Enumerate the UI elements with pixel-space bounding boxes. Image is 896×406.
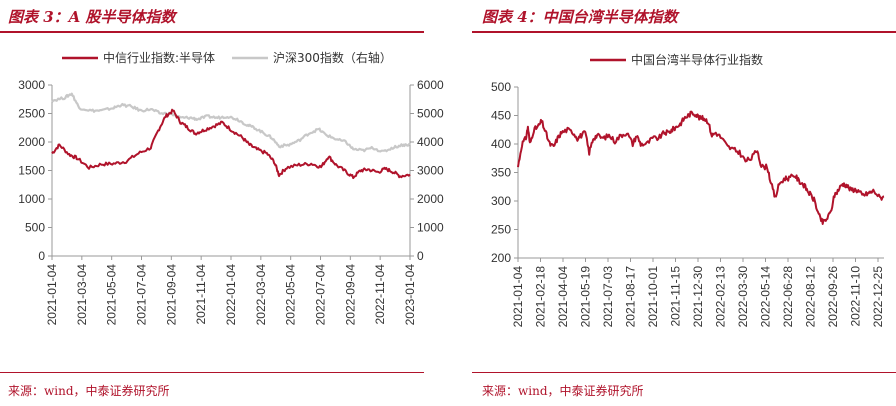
- left-chart-title: 图表 3：A 股半导体指数: [8, 8, 176, 26]
- left-chart-x-tick-label: 2021-05-04: [105, 264, 119, 326]
- right-chart-x-tick-label: 2022-05-14: [759, 266, 773, 328]
- right-chart-x-tick-label: 2021-12-30: [691, 266, 705, 328]
- left-chart-y2-tick-label: 3000: [417, 164, 444, 178]
- left-chart-y-tick-label: 1500: [18, 164, 45, 178]
- left-chart-y-tick-label: 0: [38, 249, 45, 263]
- left-chart-y-tick-label: 3000: [18, 78, 45, 92]
- right-chart-y-tick-label: 300: [491, 194, 511, 208]
- right-chart-x-tick-label: 2022-08-12: [804, 266, 818, 328]
- left-chart-x-tick-label: 2021-09-04: [164, 264, 178, 326]
- right-chart-x-tick-label: 2021-05-19: [579, 266, 593, 328]
- right-chart-y-tick-label: 400: [491, 137, 511, 151]
- left-legend-label-semiconductor: 中信行业指数:半导体: [103, 50, 215, 65]
- right-chart-x-tick-label: 2022-12-25: [871, 266, 885, 328]
- right-chart-y-tick-label: 500: [491, 80, 511, 94]
- left-chart-y2-tick-label: 1000: [417, 221, 444, 235]
- right-chart-title: 图表 4：中国台湾半导体指数: [482, 8, 678, 26]
- right-chart-x-tick-label: 2021-02-18: [534, 266, 548, 328]
- left-chart-x-tick-label: 2021-11-04: [194, 264, 208, 325]
- left-chart-x-tick-label: 2022-11-04: [373, 264, 387, 325]
- left-chart-x-tick-label: 2022-01-04: [224, 264, 238, 326]
- right-series-taiwan-semiconductor-line: [517, 110, 885, 225]
- left-chart-y2-tick-label: 4000: [417, 135, 444, 149]
- left-chart-y2-tick-label: 5000: [417, 107, 444, 121]
- right-title-rule: [472, 31, 896, 33]
- right-chart-y-tick-label: 200: [491, 251, 511, 265]
- right-legend-label: 中国台湾半导体行业指数: [631, 52, 763, 67]
- left-chart-y2-tick-label: 6000: [417, 78, 444, 92]
- left-chart-x-tick-label: 2021-03-04: [75, 264, 89, 326]
- right-source: 来源：wind，中泰证券研究所: [482, 384, 644, 398]
- left-chart-y-tick-label: 2500: [18, 107, 45, 121]
- left-chart-y-tick-label: 2000: [18, 135, 45, 149]
- right-chart-x-tick-label: 2021-11-15: [669, 266, 683, 327]
- right-chart-x-tick-label: 2021-07-03: [601, 266, 615, 328]
- left-series-semiconductor-line: [51, 108, 411, 180]
- left-chart-y-tick-label: 1000: [18, 192, 45, 206]
- left-chart-x-tick-label: 2022-03-04: [254, 264, 268, 326]
- left-chart-x-tick-label: 2023-01-04: [403, 264, 417, 326]
- right-chart-x-tick-label: 2022-03-30: [736, 266, 750, 328]
- left-chart-x-tick-label: 2021-07-04: [135, 264, 149, 326]
- left-title-rule: [0, 31, 424, 33]
- right-chart-y-tick-label: 350: [491, 166, 511, 180]
- left-chart-y2-tick-label: 2000: [417, 192, 444, 206]
- left-chart-y-tick-label: 500: [25, 221, 45, 235]
- right-chart-x-tick-label: 2022-06-28: [781, 266, 795, 328]
- left-chart-y2-tick-label: 0: [417, 249, 424, 263]
- left-series-hs300-line: [51, 92, 411, 153]
- left-source: 来源：wind，中泰证券研究所: [8, 384, 170, 398]
- left-chart-x-tick-label: 2022-07-04: [314, 264, 328, 326]
- right-chart-y-tick-label: 250: [491, 223, 511, 237]
- right-chart-x-tick-label: 2021-01-04: [511, 266, 525, 328]
- left-bottom-rule: [0, 372, 424, 373]
- right-chart-x-tick-label: 2022-09-26: [826, 266, 840, 328]
- left-chart-x-tick-label: 2021-01-04: [45, 264, 59, 326]
- right-chart-x-tick-label: 2021-08-17: [624, 266, 638, 328]
- right-chart-x-tick-label: 2021-04-04: [556, 266, 570, 328]
- right-chart-y-tick-label: 450: [491, 109, 511, 123]
- left-legend-label-hs300: 沪深300指数（右轴）: [273, 50, 392, 65]
- right-chart-x-tick-label: 2022-02-13: [714, 266, 728, 328]
- left-chart-x-tick-label: 2022-09-04: [343, 264, 357, 326]
- right-chart-x-tick-label: 2021-10-01: [646, 266, 660, 328]
- right-bottom-rule: [472, 372, 896, 373]
- left-chart-x-tick-label: 2022-05-04: [284, 264, 298, 326]
- right-chart-x-tick-label: 2022-11-10: [849, 266, 863, 327]
